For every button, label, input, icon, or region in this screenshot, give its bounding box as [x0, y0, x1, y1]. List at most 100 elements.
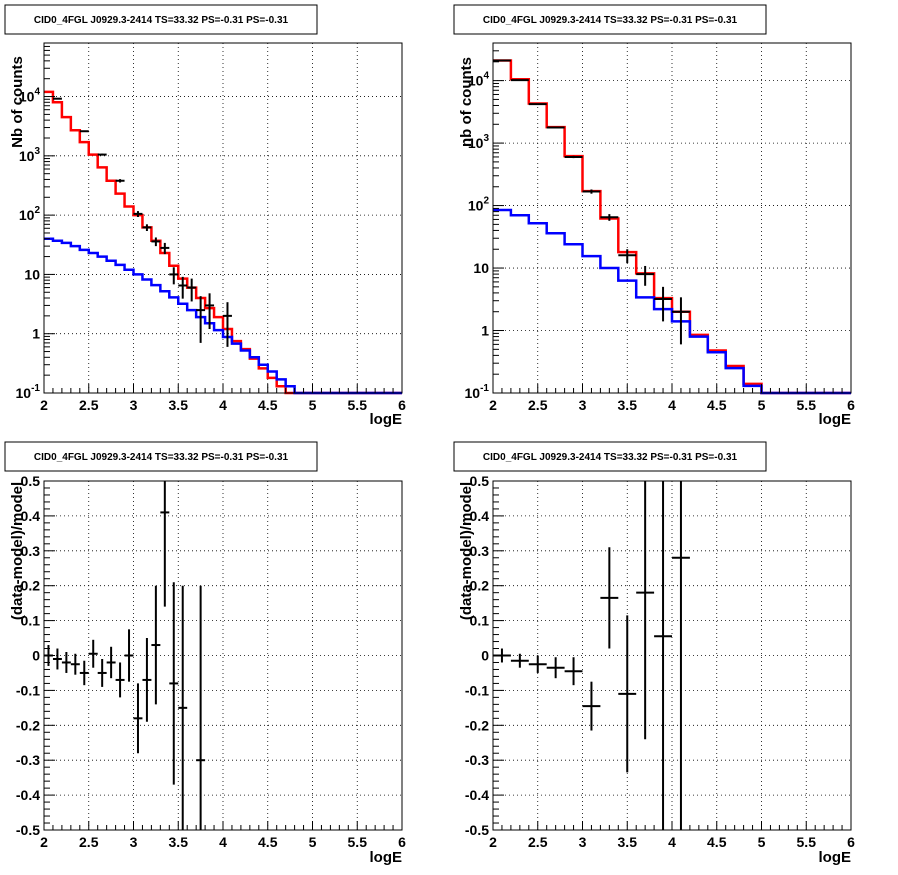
data-point	[654, 286, 672, 322]
data-point	[115, 662, 125, 698]
y-tick-label: 1	[481, 323, 489, 339]
y-tick-label: -0.1	[465, 682, 489, 698]
data-point	[169, 582, 179, 785]
x-tick-label: 4.5	[707, 397, 727, 413]
data-point	[510, 79, 529, 82]
x-tick-label: 4	[668, 834, 676, 850]
data-point	[106, 646, 116, 679]
data-point	[115, 179, 125, 183]
data-point	[79, 660, 89, 686]
y-tick-label: 0.2	[21, 578, 41, 594]
x-tick-label: 3	[579, 397, 587, 413]
x-tick-label: 2.5	[528, 834, 548, 850]
y-tick-label: 104	[19, 87, 41, 105]
y-tick-label: -0.5	[16, 822, 40, 838]
y-tick-label: 0.5	[21, 473, 41, 489]
data-point	[187, 278, 197, 302]
data-point	[133, 211, 143, 217]
data-point	[510, 653, 529, 668]
y-tick-label: 103	[468, 133, 490, 151]
y-tick-label: 1	[32, 326, 40, 342]
data-point	[160, 242, 170, 255]
y-tick-label: 0.2	[470, 578, 490, 594]
x-tick-label: 2	[489, 834, 497, 850]
y-tick-label: 0	[481, 648, 489, 664]
data-point	[133, 683, 143, 754]
x-tick-label: 3	[130, 834, 138, 850]
x-axis-label: logE	[370, 411, 403, 428]
data-point	[564, 155, 583, 159]
data-point	[70, 653, 80, 675]
data-point	[528, 655, 547, 673]
data-point	[618, 249, 637, 264]
x-tick-label: 5.5	[348, 397, 368, 413]
x-tick-label: 4	[219, 834, 227, 850]
data-point	[178, 276, 188, 299]
x-tick-label: 4	[668, 397, 676, 413]
data-point	[52, 648, 62, 670]
y-tick-label: 0	[32, 648, 40, 664]
data-point	[223, 302, 232, 347]
x-tick-label: 5	[309, 834, 317, 850]
x-tick-label: 5.5	[797, 834, 817, 850]
y-tick-label: 102	[468, 196, 490, 214]
data-point	[88, 639, 98, 668]
x-tick-label: 5	[758, 397, 766, 413]
panel-title-box	[4, 4, 318, 35]
data-point	[528, 103, 547, 106]
y-tick-label: 102	[19, 205, 41, 223]
data-point	[636, 265, 655, 286]
x-tick-label: 6	[398, 834, 406, 850]
y-tick-label: -0.4	[465, 787, 489, 803]
y-tick-label: -0.2	[465, 717, 489, 733]
data-point	[600, 547, 619, 649]
data-point	[582, 681, 601, 731]
data-point	[654, 481, 672, 830]
data-point	[196, 296, 206, 343]
data-point	[618, 615, 637, 773]
x-tick-label: 6	[398, 397, 406, 413]
x-axis-label: logE	[370, 849, 403, 866]
data-point	[205, 293, 215, 330]
panel-title-box	[453, 4, 767, 35]
data-point	[672, 297, 690, 345]
panel-top-right: CID0_4FGL J0929.3-2414 TS=33.32 PS=-0.31…	[453, 4, 855, 428]
x-tick-label: 3.5	[618, 397, 638, 413]
x-tick-label: 4	[219, 397, 227, 413]
y-tick-label: 0.1	[470, 613, 490, 629]
x-tick-label: 5.5	[348, 834, 368, 850]
panel-top-left: CID0_4FGL J0929.3-2414 TS=33.32 PS=-0.31…	[4, 4, 406, 428]
y-tick-label: -0.4	[16, 787, 40, 803]
y-tick-label: 0.1	[21, 613, 41, 629]
data-point	[600, 214, 619, 221]
data-point	[142, 638, 152, 722]
x-tick-label: 5	[758, 834, 766, 850]
x-tick-label: 2	[489, 397, 497, 413]
data-point	[582, 189, 601, 194]
y-tick-label: 10-1	[16, 383, 41, 401]
y-tick-label: -0.5	[465, 822, 489, 838]
y-tick-label: -0.2	[16, 717, 40, 733]
data-point	[564, 657, 583, 686]
x-tick-label: 6	[847, 397, 855, 413]
plot-area	[493, 43, 851, 393]
panel-bottom-right: CID0_4FGL J0929.3-2414 TS=33.32 PS=-0.31…	[453, 441, 855, 866]
x-tick-label: 2.5	[79, 397, 99, 413]
x-tick-label: 3	[130, 397, 138, 413]
y-axis-label: nb of counts	[458, 57, 475, 147]
panel-title-box	[4, 441, 318, 472]
plot-area	[493, 481, 851, 830]
data-point	[546, 657, 565, 679]
y-tick-label: 0.3	[21, 543, 41, 559]
x-tick-label: 4.5	[258, 834, 278, 850]
y-tick-label: 103	[19, 146, 41, 164]
x-tick-label: 3.5	[618, 834, 638, 850]
y-tick-label: 0.5	[470, 473, 490, 489]
y-tick-label: 10	[473, 260, 489, 276]
y-tick-label: -0.3	[16, 752, 40, 768]
x-axis-label: logE	[819, 411, 852, 428]
x-tick-label: 4.5	[258, 397, 278, 413]
panel-title: CID0_4FGL J0929.3-2414 TS=33.32 PS=-0.31…	[34, 452, 289, 463]
y-tick-label: 0.4	[21, 508, 41, 524]
